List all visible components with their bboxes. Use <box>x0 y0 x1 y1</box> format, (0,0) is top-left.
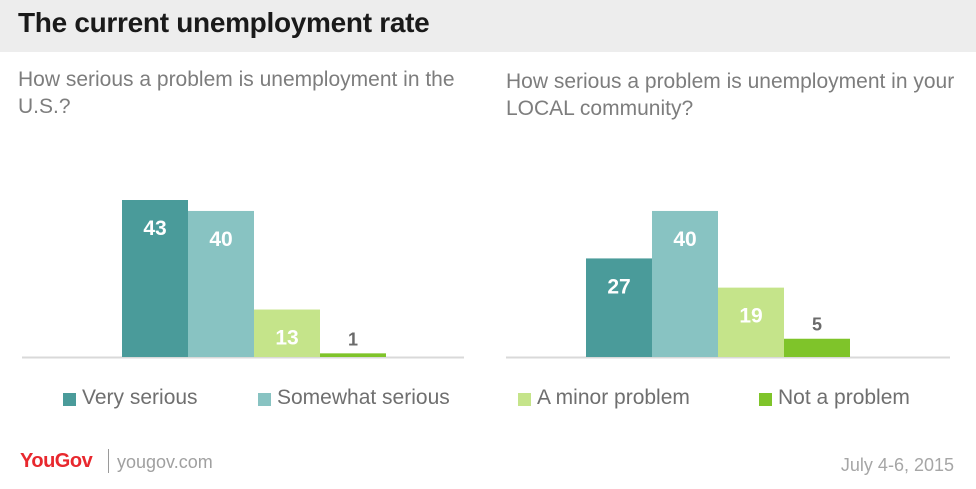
data-label-local-very-serious: 27 <box>607 275 630 298</box>
bar-local-somewhat-serious <box>652 210 718 357</box>
legend: Very serious Somewhat serious A minor pr… <box>0 385 976 413</box>
chart-2-question: How serious a problem is unemployment in… <box>506 70 955 120</box>
data-label-national-not-a-problem: 1 <box>348 329 358 349</box>
data-label-local-minor-problem: 19 <box>739 305 762 328</box>
legend-swatch-not-a-problem <box>759 393 772 406</box>
bar-charts: 43 40 13 1 27 40 19 5 <box>22 200 950 359</box>
data-label-local-somewhat-serious: 40 <box>673 228 696 251</box>
chart-1-question: How serious a problem is unemployment in… <box>18 68 455 118</box>
footer-divider <box>108 449 109 473</box>
bar-national-somewhat-serious <box>188 210 254 357</box>
footer-site-link[interactable]: yougov.com <box>117 452 213 472</box>
bar-national-very-serious <box>122 200 188 357</box>
legend-swatch-minor-problem <box>518 393 531 406</box>
data-label-national-somewhat-serious: 40 <box>209 228 232 251</box>
bar-national-not-a-problem <box>320 353 386 357</box>
legend-label-very-serious: Very serious <box>82 386 198 409</box>
data-label-national-very-serious: 43 <box>143 217 166 240</box>
legend-label-not-a-problem: Not a problem <box>778 386 910 409</box>
legend-label-minor-problem: A minor problem <box>537 386 690 409</box>
data-label-local-not-a-problem: 5 <box>812 315 822 335</box>
footer-date: July 4-6, 2015 <box>840 455 954 475</box>
bar-local-not-a-problem <box>784 338 850 357</box>
yougov-logo: YouGov <box>20 450 93 472</box>
title-band: The current unemployment rate <box>0 0 976 52</box>
bar-national-minor-problem <box>254 309 320 357</box>
page-title: The current unemployment rate <box>18 7 430 38</box>
bar-local-very-serious <box>586 258 652 357</box>
data-label-national-minor-problem: 13 <box>275 327 298 350</box>
bar-local-minor-problem <box>718 287 784 357</box>
legend-label-somewhat-serious: Somewhat serious <box>277 386 450 409</box>
legend-swatch-somewhat-serious <box>258 393 271 406</box>
legend-swatch-very-serious <box>63 393 76 406</box>
